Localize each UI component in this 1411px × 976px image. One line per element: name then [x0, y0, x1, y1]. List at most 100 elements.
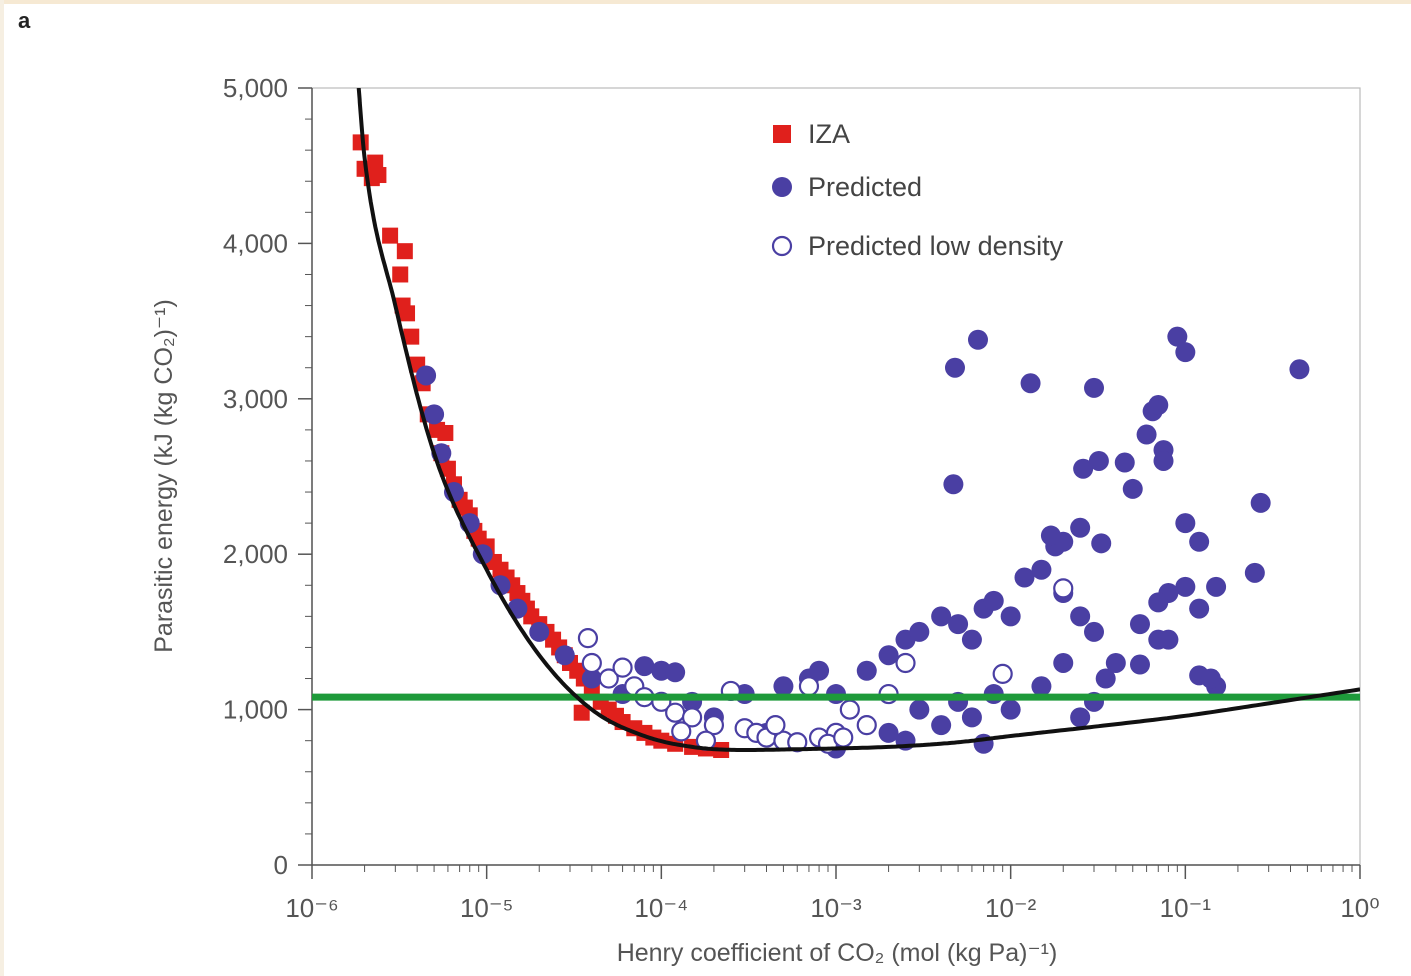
predicted-point [948, 614, 969, 635]
predicted-low-density-point [765, 715, 786, 736]
predicted-point [1020, 373, 1041, 394]
predicted-low-density-point [787, 732, 808, 753]
series-predicted-low-density [577, 578, 1074, 754]
predicted-point [1189, 598, 1210, 619]
predicted-point [529, 621, 550, 642]
predicted-point [1289, 359, 1310, 380]
iza-point [437, 424, 454, 441]
left-border [0, 0, 4, 976]
predicted-point [1070, 707, 1091, 728]
predicted-point [1095, 668, 1116, 689]
predicted-point [1070, 606, 1091, 627]
predicted-low-density-point [839, 699, 860, 720]
predicted-low-density-point [833, 727, 854, 748]
predicted-point [581, 668, 602, 689]
predicted-point [1000, 606, 1021, 627]
predicted-point [983, 590, 1004, 611]
y-tick-label: 4,000 [223, 228, 288, 258]
predicted-low-density-point [581, 652, 602, 674]
y-axis-label: Parasitic energy (kJ (kg CO₂)⁻¹) [150, 299, 178, 653]
predicted-point [961, 707, 982, 728]
predicted-point [931, 715, 952, 736]
predicted-point [909, 621, 930, 642]
predicted-point [1200, 668, 1221, 689]
predicted-low-density-point [671, 721, 692, 742]
predicted-low-density-point [577, 628, 599, 649]
predicted-point [1148, 395, 1169, 416]
iza-point [403, 328, 420, 345]
predicted-point [878, 645, 899, 666]
predicted-point [1175, 513, 1196, 534]
predicted-point [878, 722, 899, 743]
y-tick-label: 1,000 [223, 695, 288, 725]
predicted-point [1031, 559, 1052, 580]
predicted-low-density-point [856, 715, 877, 736]
predicted-point [1105, 652, 1126, 673]
predicted-point [1014, 567, 1035, 588]
predicted-point [1122, 478, 1143, 499]
predicted-low-density-point [612, 657, 633, 678]
iza-point [439, 460, 456, 477]
predicted-point [1088, 450, 1109, 471]
predicted-point [1031, 676, 1052, 697]
legend-marker-predicted [772, 177, 792, 197]
iza-point [573, 704, 590, 721]
legend: IZA Predicted Predicted low density [771, 119, 1064, 261]
predicted-point [1148, 592, 1169, 613]
predicted-point [634, 656, 655, 677]
iza-point [367, 154, 384, 171]
predicted-point [1114, 452, 1135, 473]
legend-label: IZA [808, 119, 850, 149]
predicted-point [1040, 525, 1061, 546]
predicted-point [1175, 576, 1196, 597]
predicted-point [944, 357, 965, 378]
predicted-point [967, 329, 988, 350]
top-border [0, 0, 1411, 4]
y-axis-ticks: 0 1,000 2,000 3,000 4,000 5,000 [223, 73, 312, 880]
panel-label: a [18, 8, 31, 33]
predicted-low-density-point [895, 652, 916, 674]
predicted-point [554, 645, 575, 666]
iza-point [396, 243, 413, 260]
iza-point [399, 305, 416, 322]
predicted-low-density-point [992, 663, 1013, 684]
predicted-point [1244, 562, 1265, 583]
x-tick-label: 10⁻² [985, 893, 1037, 923]
y-tick-label: 0 [274, 850, 288, 880]
predicted-point [1070, 517, 1091, 538]
y-tick-label: 2,000 [223, 539, 288, 569]
fit-curve-group [356, 88, 1360, 752]
predicted-point [961, 629, 982, 650]
predicted-low-density-point [1053, 578, 1074, 599]
x-tick-label: 10⁻¹ [1160, 893, 1212, 923]
y-tick-label: 3,000 [223, 384, 288, 414]
predicted-point [856, 660, 877, 681]
predicted-point [1136, 424, 1157, 445]
predicted-point [1158, 629, 1179, 650]
iza-point [392, 266, 409, 283]
legend-label: Predicted low density [808, 231, 1064, 261]
predicted-point [1206, 576, 1227, 597]
predicted-point [1091, 533, 1112, 554]
predicted-point [1084, 621, 1105, 642]
predicted-point [931, 606, 952, 627]
predicted-low-density-point [665, 702, 686, 723]
predicted-point [1129, 654, 1150, 675]
predicted-point [909, 699, 930, 720]
x-tick-label: 10⁰ [1340, 893, 1379, 923]
predicted-point [1084, 377, 1105, 398]
predicted-point [424, 404, 445, 425]
predicted-point [1167, 326, 1188, 347]
predicted-point [1153, 450, 1174, 471]
predicted-point [1000, 699, 1021, 720]
x-axis-label: Henry coefficient of CO₂ (mol (kg Pa)⁻¹) [617, 939, 1058, 967]
x-tick-label: 10⁻⁶ [285, 893, 338, 923]
legend-label: Predicted [808, 172, 922, 202]
predicted-point [943, 474, 964, 495]
x-tick-label: 10⁻⁵ [460, 893, 513, 923]
predicted-point [1189, 531, 1210, 552]
predicted-point [1129, 614, 1150, 635]
fit-curve [356, 88, 1360, 752]
predicted-point [1073, 458, 1094, 479]
